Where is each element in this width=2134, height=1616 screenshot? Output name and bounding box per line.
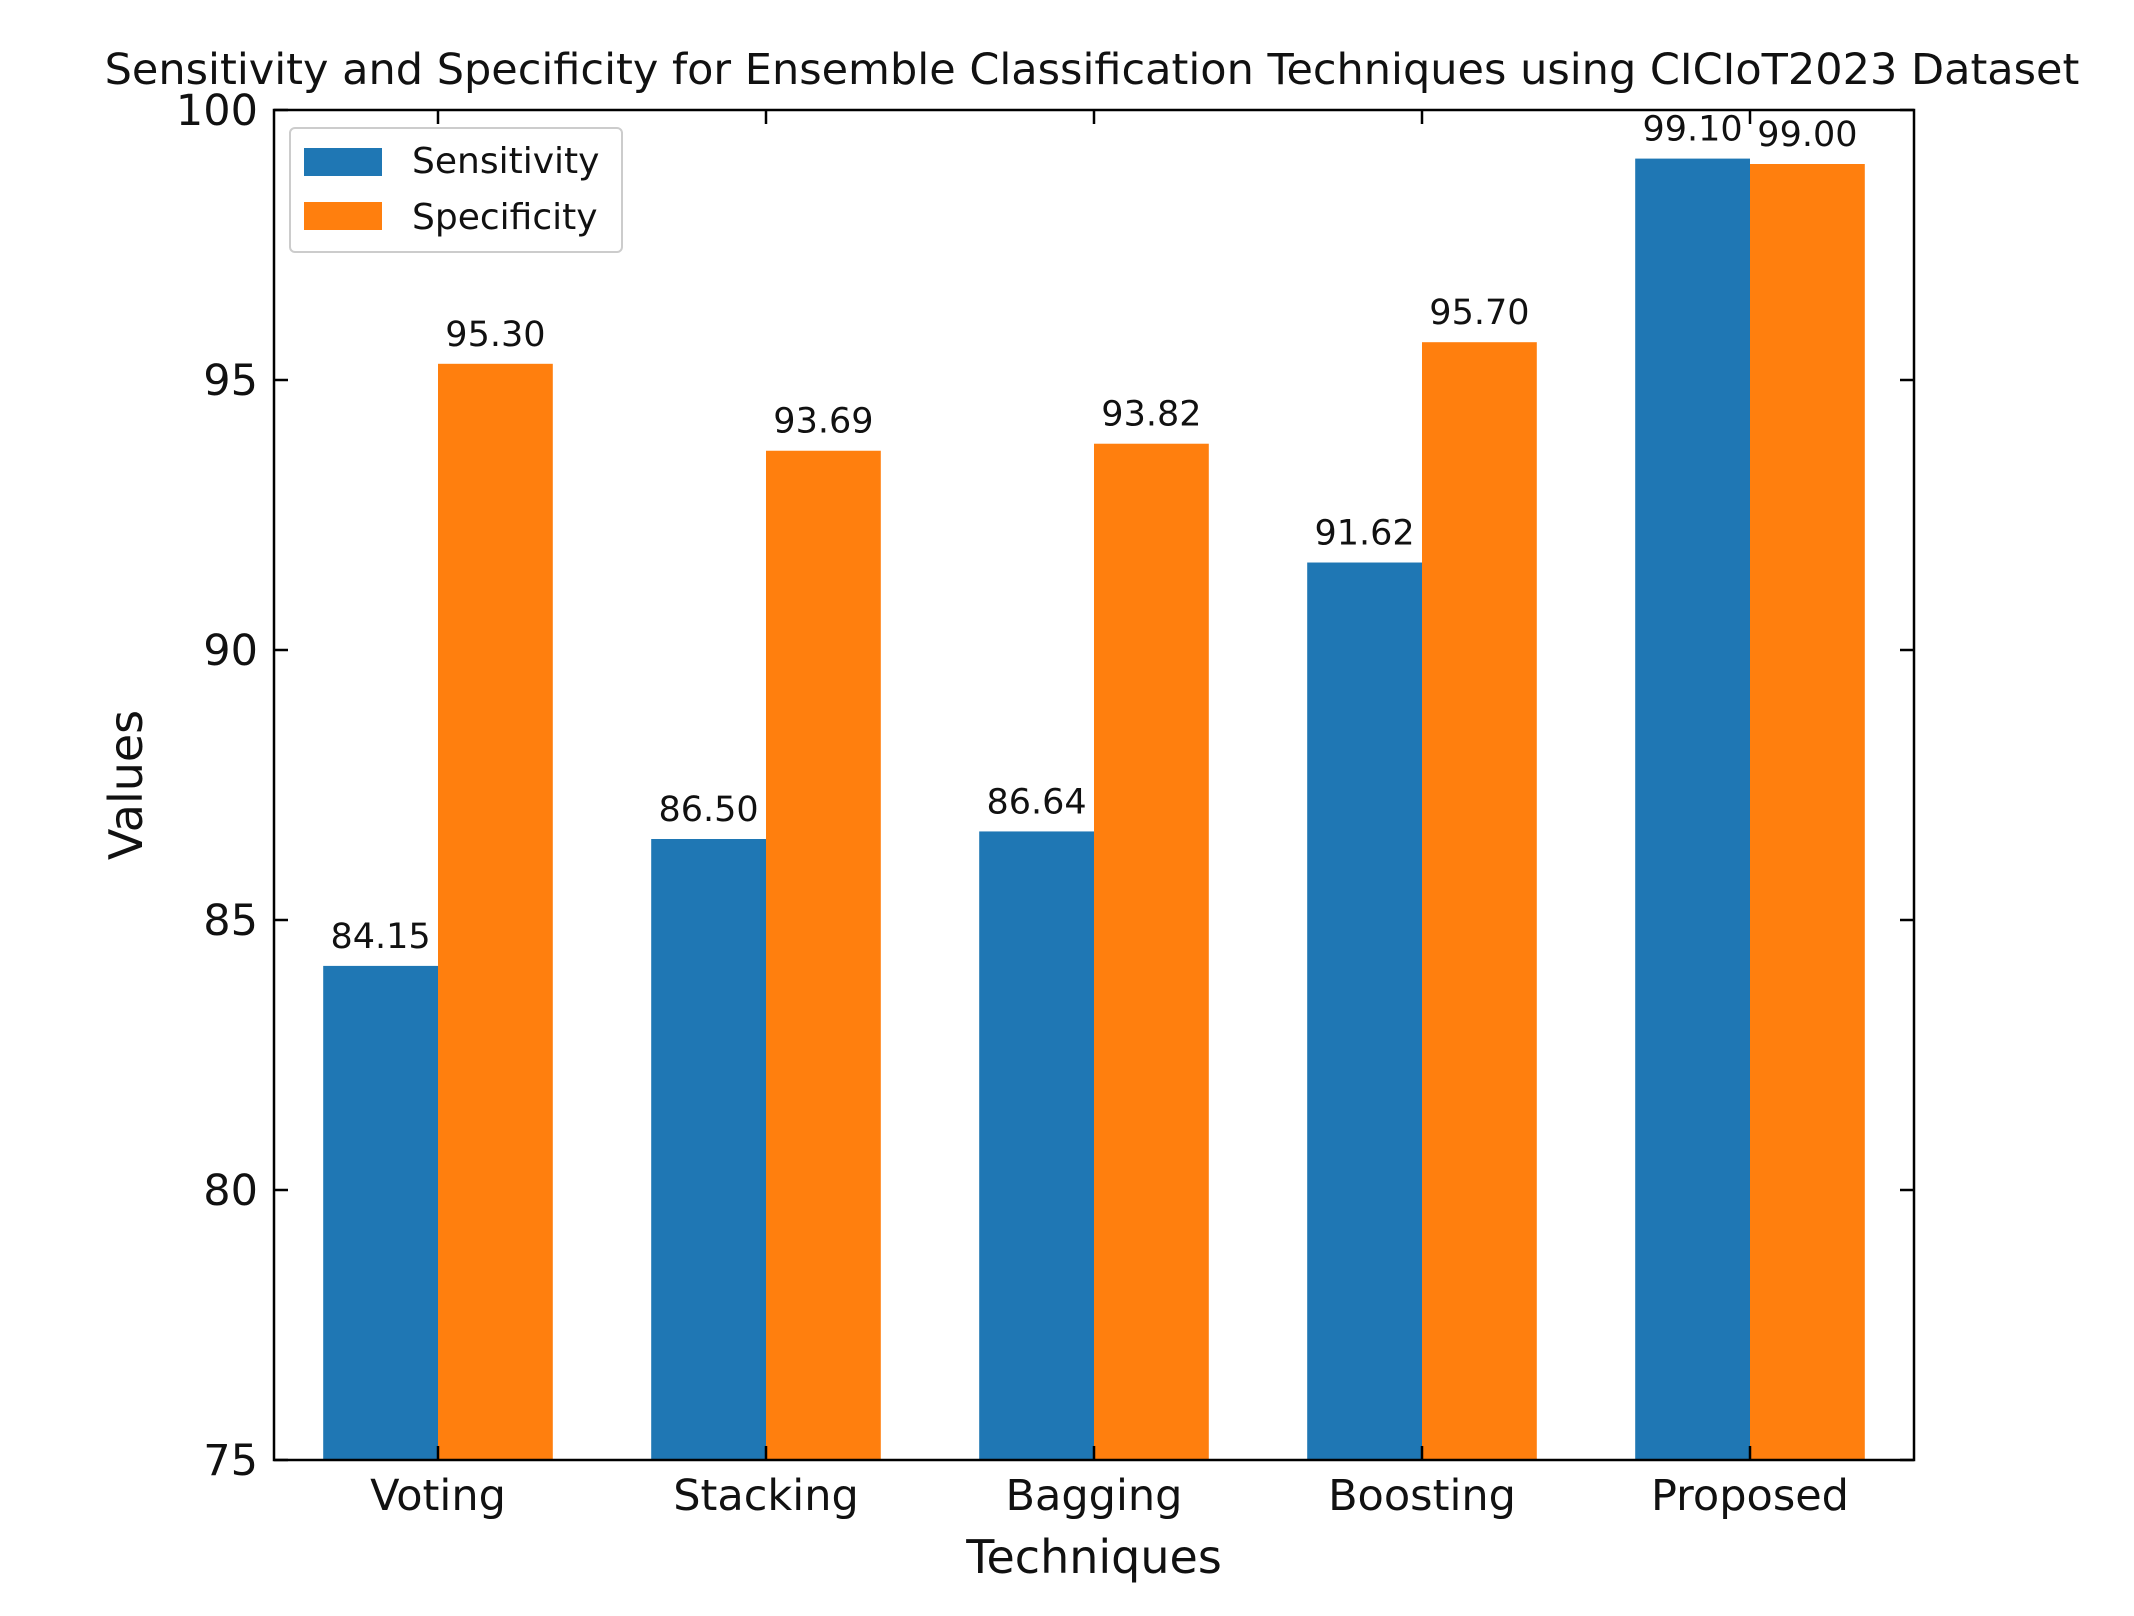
y-tick-label: 85 xyxy=(203,896,258,946)
y-tick-label: 80 xyxy=(203,1166,258,1216)
bar-specificity-voting xyxy=(438,363,553,1460)
bar-specificity-stacking xyxy=(766,450,881,1460)
plot-frame xyxy=(272,108,1916,1462)
x-axis-label: Techniques xyxy=(965,1530,1222,1584)
bar-sensitivity-voting xyxy=(323,965,438,1460)
data-label-specificity-proposed: 99.00 xyxy=(1757,115,1857,155)
legend-label-sensitivity: Sensitivity xyxy=(412,141,599,182)
y-tick-label: 75 xyxy=(203,1436,258,1486)
data-label-sensitivity-stacking: 86.50 xyxy=(658,790,758,830)
y-tick-label: 100 xyxy=(176,86,258,136)
bar-specificity-bagging xyxy=(1094,443,1209,1461)
x-tick-label-bagging: Bagging xyxy=(1006,1471,1183,1521)
legend: Sensitivity Specificity xyxy=(289,127,623,253)
data-label-sensitivity-proposed: 99.10 xyxy=(1642,110,1742,150)
bar-sensitivity-boosting xyxy=(1307,562,1422,1460)
bar-specificity-proposed xyxy=(1750,164,1865,1460)
legend-swatch-specificity xyxy=(304,202,382,230)
data-label-sensitivity-voting: 84.15 xyxy=(330,917,430,957)
legend-swatch-sensitivity xyxy=(304,148,382,176)
data-label-sensitivity-bagging: 86.64 xyxy=(986,782,1086,822)
bars-layer xyxy=(323,158,1865,1461)
data-label-specificity-voting: 95.30 xyxy=(445,315,545,355)
data-label-specificity-bagging: 93.82 xyxy=(1101,395,1201,435)
bar-sensitivity-bagging xyxy=(979,831,1094,1460)
data-label-specificity-stacking: 93.69 xyxy=(773,402,873,442)
y-tick-label: 95 xyxy=(203,356,258,406)
x-tick-label-proposed: Proposed xyxy=(1651,1471,1849,1521)
bar-sensitivity-proposed xyxy=(1635,158,1750,1461)
bar-specificity-boosting xyxy=(1422,342,1537,1461)
y-axis-label: Values xyxy=(99,710,153,860)
bar-sensitivity-stacking xyxy=(651,839,766,1460)
x-tick-label-voting: Voting xyxy=(370,1471,506,1521)
data-label-specificity-boosting: 95.70 xyxy=(1429,293,1529,333)
ticks-layer: 75 80 85 90 95 100 Voting Stacking Bagging Boosti… xyxy=(176,86,1914,1521)
x-tick-label-boosting: Boosting xyxy=(1328,1471,1516,1521)
legend-label-specificity: Specificity xyxy=(412,197,598,238)
data-label-sensitivity-boosting: 91.62 xyxy=(1314,514,1414,554)
chart-title: Sensitivity and Specificity for Ensemble… xyxy=(105,45,2080,95)
y-tick-label: 90 xyxy=(203,626,258,676)
x-tick-label-stacking: Stacking xyxy=(673,1471,859,1521)
data-labels-layer: 84.15 86.50 86.64 91.62 99.10 95.30 93.69 93.82… xyxy=(330,110,1857,957)
